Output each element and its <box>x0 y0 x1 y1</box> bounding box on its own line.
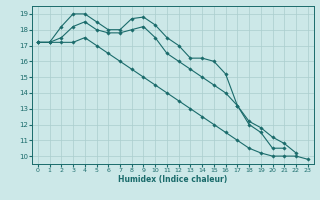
X-axis label: Humidex (Indice chaleur): Humidex (Indice chaleur) <box>118 175 228 184</box>
